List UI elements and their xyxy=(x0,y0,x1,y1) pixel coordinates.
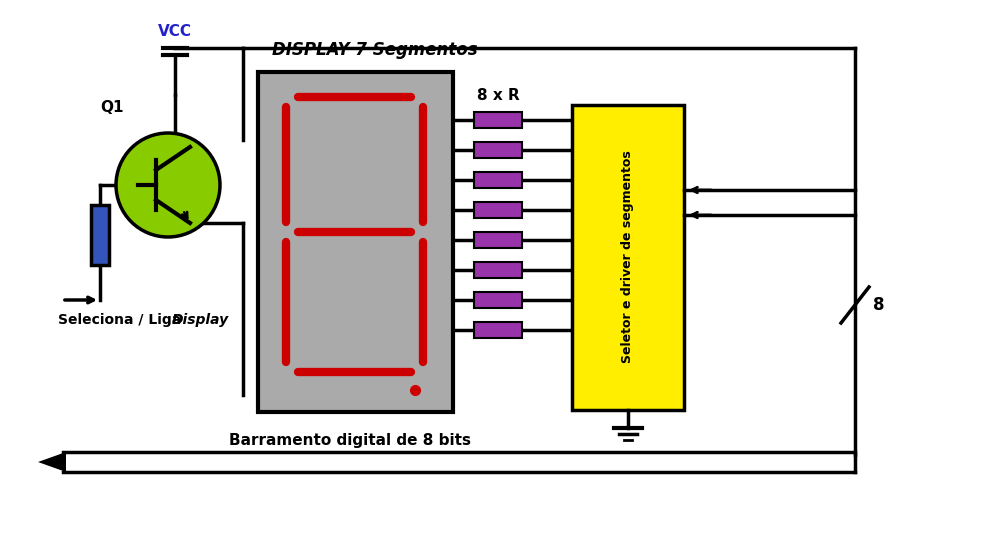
Text: 8: 8 xyxy=(873,296,884,314)
Bar xyxy=(258,72,453,412)
Bar xyxy=(474,202,522,218)
Bar xyxy=(474,262,522,278)
Text: Seleciona / Liga: Seleciona / Liga xyxy=(58,313,186,327)
Text: VCC: VCC xyxy=(158,25,192,40)
Bar xyxy=(572,105,684,410)
Bar xyxy=(474,172,522,188)
Text: Display: Display xyxy=(172,313,229,327)
Text: Barramento digital de 8 bits: Barramento digital de 8 bits xyxy=(229,433,471,447)
FancyBboxPatch shape xyxy=(91,205,109,265)
Bar xyxy=(474,232,522,248)
Circle shape xyxy=(116,133,220,237)
Text: 8 x R: 8 x R xyxy=(476,88,520,103)
Bar xyxy=(474,142,522,158)
Text: DISPLAY 7 Segmentos: DISPLAY 7 Segmentos xyxy=(272,41,478,59)
Bar xyxy=(474,322,522,338)
Bar xyxy=(474,112,522,128)
Bar xyxy=(474,292,522,308)
Polygon shape xyxy=(38,452,66,472)
Text: Q1: Q1 xyxy=(100,100,124,115)
Text: Seletor e driver de segmentos: Seletor e driver de segmentos xyxy=(621,151,634,363)
